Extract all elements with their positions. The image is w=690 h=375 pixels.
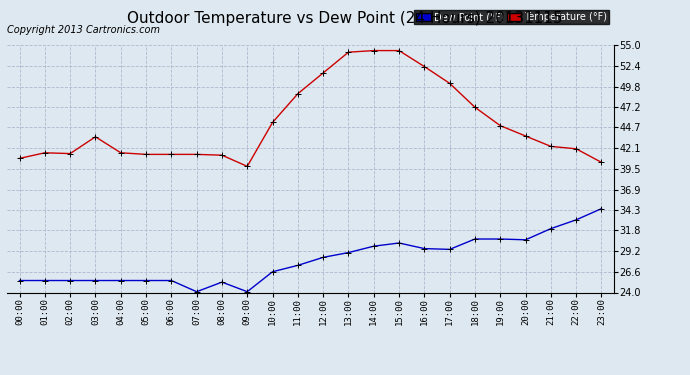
Legend: Dew Point (°F), Temperature (°F): Dew Point (°F), Temperature (°F): [414, 10, 609, 24]
Text: Outdoor Temperature vs Dew Point (24 Hours) 20131115: Outdoor Temperature vs Dew Point (24 Hou…: [127, 11, 563, 26]
Text: Copyright 2013 Cartronics.com: Copyright 2013 Cartronics.com: [7, 25, 160, 35]
